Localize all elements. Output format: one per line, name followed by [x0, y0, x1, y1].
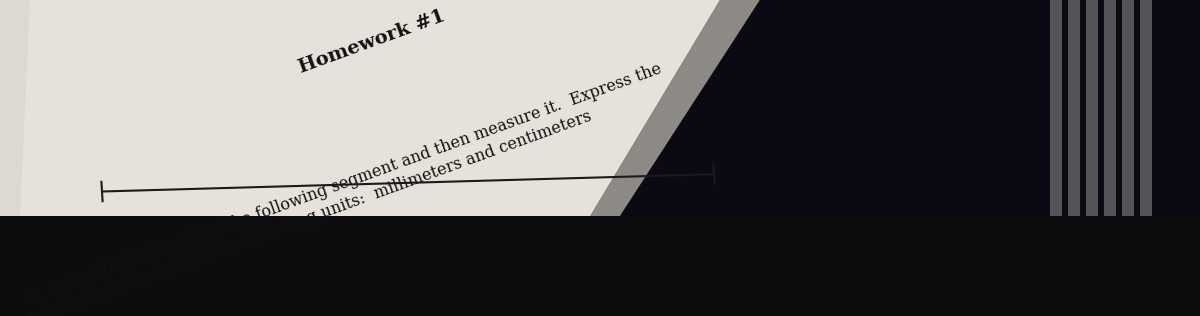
Polygon shape — [1050, 0, 1062, 216]
Text: Homework #1: Homework #1 — [296, 7, 448, 76]
Polygon shape — [0, 0, 30, 216]
Polygon shape — [0, 0, 120, 79]
Text: 5.  Estimate the length of the following segment and then measure it.  Express t: 5. Estimate the length of the following … — [24, 61, 664, 307]
Polygon shape — [1140, 0, 1152, 216]
Polygon shape — [1104, 0, 1116, 216]
Polygon shape — [1122, 0, 1134, 216]
Text: measurement in each of the following units:  millimeters and centimeters: measurement in each of the following uni… — [24, 108, 594, 316]
Polygon shape — [0, 0, 720, 216]
Polygon shape — [1086, 0, 1098, 216]
Polygon shape — [1068, 0, 1080, 216]
Polygon shape — [590, 0, 760, 216]
Polygon shape — [620, 0, 1200, 216]
